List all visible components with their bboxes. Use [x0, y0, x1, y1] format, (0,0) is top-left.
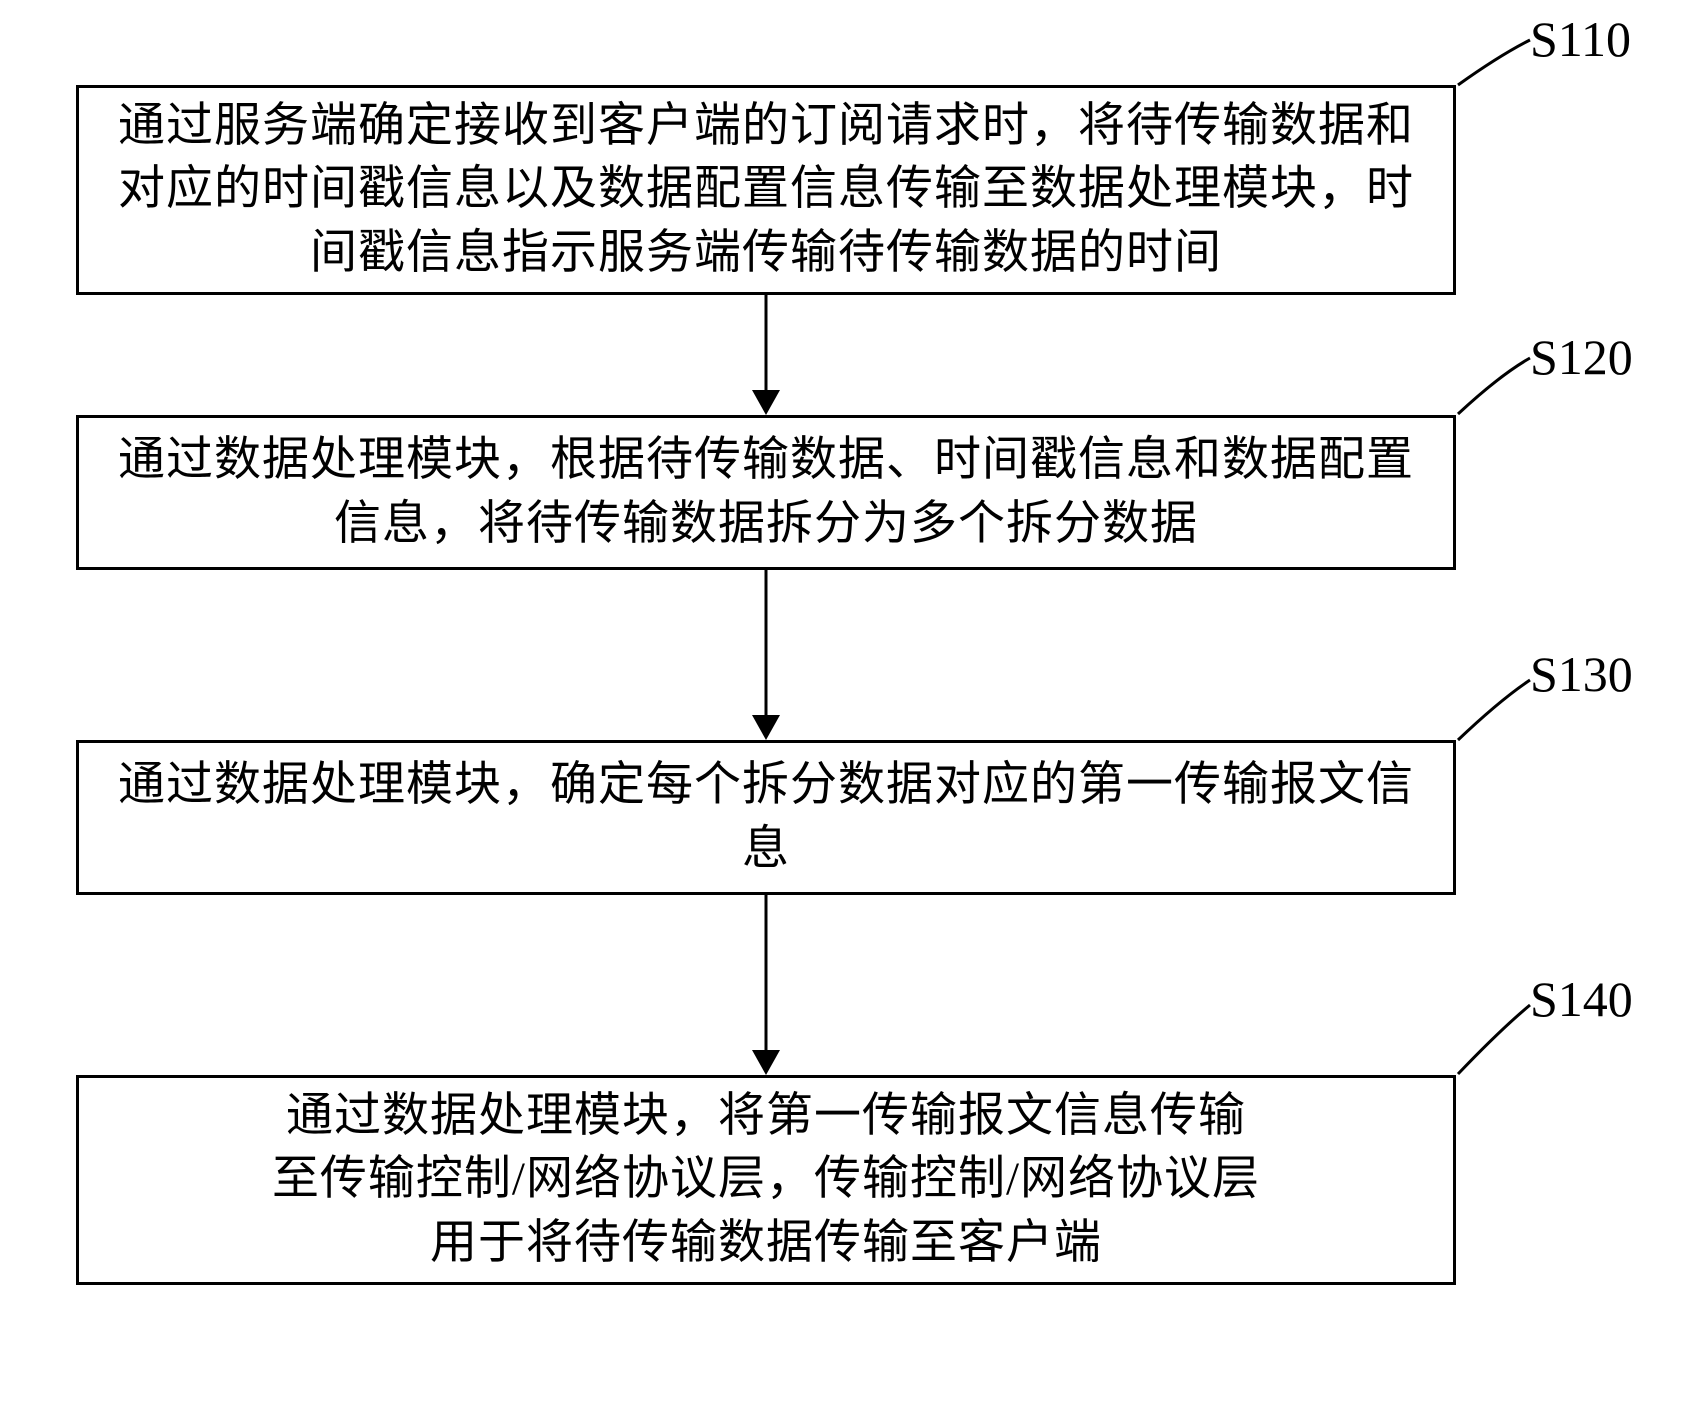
step-box-s110: 通过服务端确定接收到客户端的订阅请求时，将待传输数据和对应的时间戳信息以及数据配… — [76, 85, 1456, 295]
step-label-s110: S110 — [1530, 10, 1631, 68]
step-box-s140: 通过数据处理模块，将第一传输报文信息传输至传输控制/网络协议层，传输控制/网络协… — [76, 1075, 1456, 1285]
step-label-s120: S120 — [1530, 328, 1633, 386]
step-text-s120: 通过数据处理模块，根据待传输数据、时间戳信息和数据配置信息，将待传输数据拆分为多… — [109, 429, 1423, 556]
step-box-s130: 通过数据处理模块，确定每个拆分数据对应的第一传输报文信息 — [76, 740, 1456, 895]
step-label-s130: S130 — [1530, 645, 1633, 703]
step-text-s130: 通过数据处理模块，确定每个拆分数据对应的第一传输报文信息 — [109, 754, 1423, 881]
flowchart-container: 通过服务端确定接收到客户端的订阅请求时，将待传输数据和对应的时间戳信息以及数据配… — [0, 0, 1695, 1401]
step-text-s140: 通过数据处理模块，将第一传输报文信息传输至传输控制/网络协议层，传输控制/网络协… — [266, 1085, 1266, 1275]
step-label-s140: S140 — [1530, 970, 1633, 1028]
step-text-s110: 通过服务端确定接收到客户端的订阅请求时，将待传输数据和对应的时间戳信息以及数据配… — [109, 95, 1423, 285]
step-box-s120: 通过数据处理模块，根据待传输数据、时间戳信息和数据配置信息，将待传输数据拆分为多… — [76, 415, 1456, 570]
